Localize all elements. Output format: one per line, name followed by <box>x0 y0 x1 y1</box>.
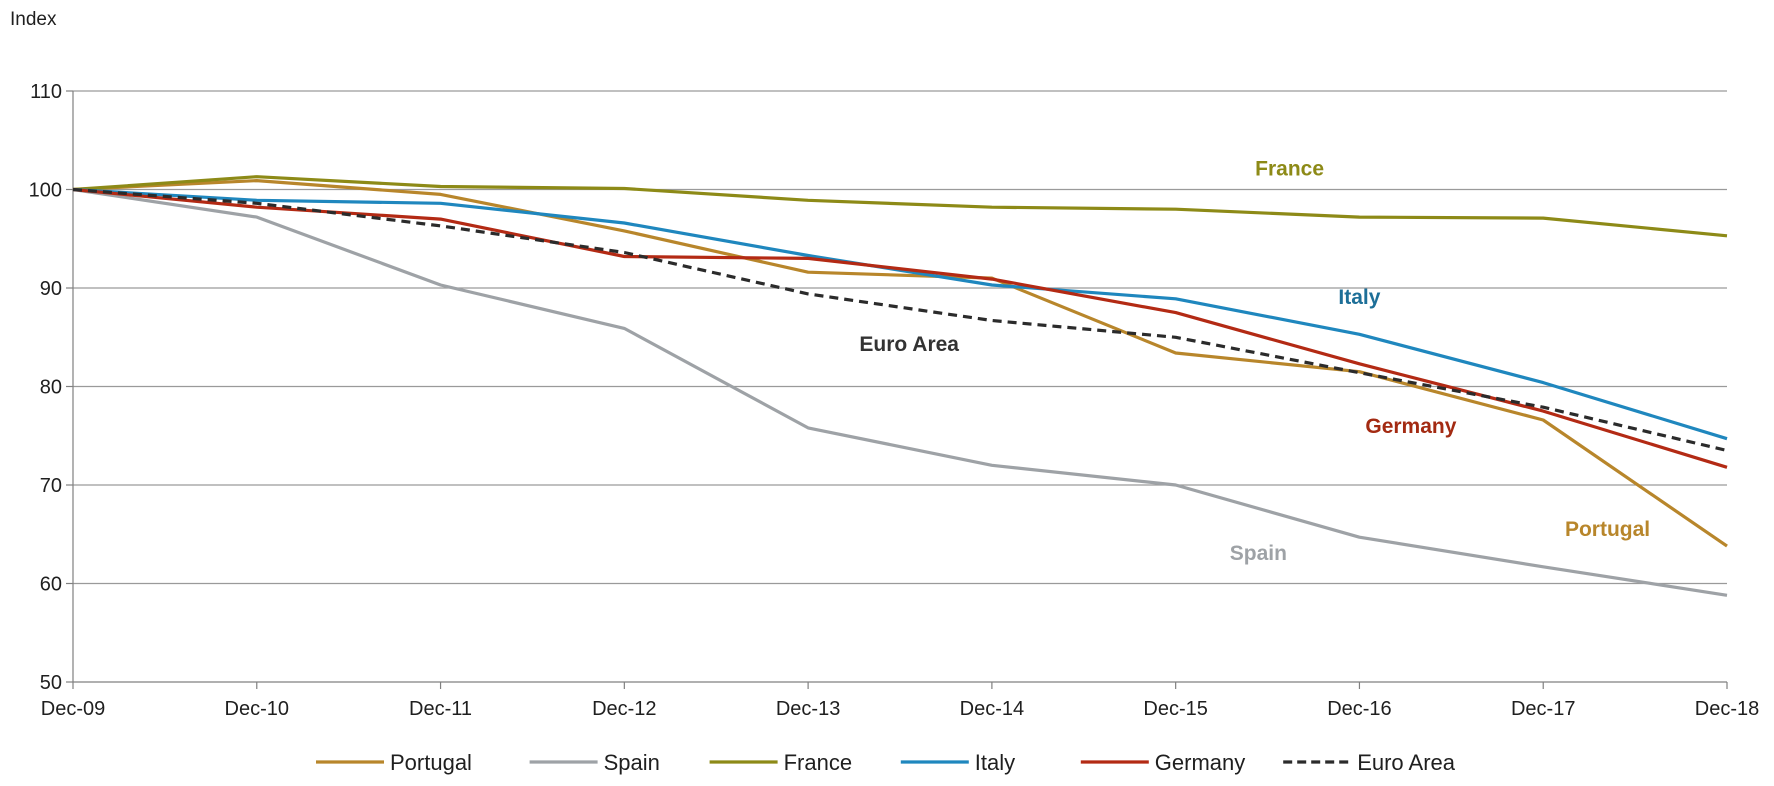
series-line-france <box>72 175 1728 238</box>
annotation-spain: Spain <box>1230 542 1287 565</box>
annotation-portugal: Portugal <box>1565 518 1650 541</box>
legend-label: France <box>784 750 852 775</box>
y-tick-label: 100 <box>29 180 62 202</box>
y-axis-ticks: 50 60 70 80 90 100 110 <box>29 81 62 694</box>
annotation-france: France <box>1255 158 1324 181</box>
legend-item-euro-area: Euro Area <box>1283 750 1456 775</box>
x-axis-ticks: Dec-09 Dec-10 Dec-11 Dec-12 Dec-13 Dec-14 Dec-… <box>41 698 1759 720</box>
x-tick-label: Dec-14 <box>960 698 1024 720</box>
x-tick-label: Dec-11 <box>409 698 472 720</box>
annotation-germany: Germany <box>1365 415 1456 438</box>
y-axis-unit-label: Index <box>10 9 57 30</box>
legend-label: Portugal <box>390 750 472 775</box>
annotation-italy: Italy <box>1338 286 1380 309</box>
legend-label: Germany <box>1155 750 1245 775</box>
legend-label: Euro Area <box>1357 750 1456 775</box>
y-tick-label: 90 <box>40 278 62 300</box>
legend-item-spain: Spain <box>529 750 660 775</box>
y-tick-label: 50 <box>40 672 62 694</box>
legend-label: Spain <box>604 750 660 775</box>
x-tick-label: Dec-10 <box>225 698 289 720</box>
y-tick-label: 110 <box>30 81 62 103</box>
y-tick-label: 70 <box>40 475 62 497</box>
legend: Portugal Spain France Italy Germany Euro Area <box>316 750 1456 775</box>
annotation-euro-area: Euro Area <box>859 333 959 356</box>
y-tick-label: 80 <box>40 377 62 399</box>
legend-item-france: France <box>709 750 852 775</box>
series-lines <box>72 175 1728 597</box>
series-line-italy <box>72 187 1728 441</box>
series-line-germany <box>72 187 1728 469</box>
series-line-portugal <box>72 179 1728 548</box>
legend-label: Italy <box>975 750 1015 775</box>
series-annotations: France Italy Euro Area Germany Portugal Spain <box>859 158 1650 565</box>
y-tick-label: 60 <box>40 574 62 596</box>
x-tick-label: Dec-15 <box>1143 698 1207 720</box>
x-tick-label: Dec-12 <box>592 698 656 720</box>
series-line-euro-area <box>72 187 1728 453</box>
x-tick-label: Dec-13 <box>776 698 840 720</box>
x-tick-label: Dec-09 <box>41 698 105 720</box>
legend-item-portugal: Portugal <box>316 750 472 775</box>
legend-item-italy: Italy <box>900 750 1015 775</box>
legend-item-germany: Germany <box>1080 750 1245 775</box>
gridlines <box>73 90 1727 585</box>
x-tick-label: Dec-18 <box>1695 698 1759 720</box>
series-line-spain <box>72 187 1728 597</box>
x-tick-label: Dec-17 <box>1511 698 1575 720</box>
x-tick-label: Dec-16 <box>1327 698 1391 720</box>
